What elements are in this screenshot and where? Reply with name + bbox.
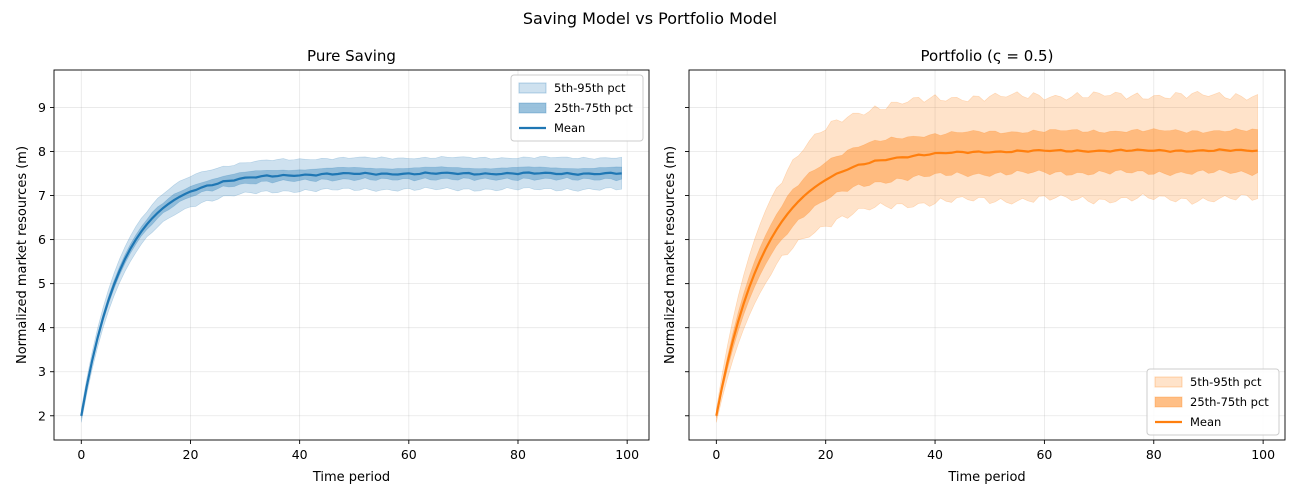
y-tick-label: 8 — [38, 144, 46, 159]
legend-frame — [510, 74, 644, 142]
mean-line — [715, 148, 1258, 416]
x-axis-label: Time period — [312, 470, 390, 485]
axes-frame — [688, 69, 1286, 441]
x-tick-label: 100 — [615, 447, 639, 462]
x-tick-label: 80 — [1146, 447, 1162, 462]
x-tick-label: 40 — [927, 447, 943, 462]
chart-portfolio: 0 20 40 60 80 100 Portfolio (ς = 0.5) Time peri… — [663, 47, 1286, 485]
legend-swatch — [1154, 376, 1183, 388]
x-tick-label: 20 — [183, 447, 199, 462]
y-tick-label: 2 — [38, 408, 46, 423]
x-tick-label: 100 — [1251, 447, 1275, 462]
legend-label: 25th-75th pct — [554, 101, 633, 115]
band-25-75 — [716, 128, 1258, 419]
x-tick-label: 60 — [401, 447, 417, 462]
axes-title: Portfolio (ς = 0.5) — [921, 47, 1054, 65]
y-tick-label: 3 — [38, 364, 46, 379]
chart-pure-saving: 0 20 40 60 80 100 2 3 4 5 6 7 8 9 Pure Saving Time peri… — [15, 47, 650, 485]
x-tick-label: 20 — [818, 447, 834, 462]
x-tick-label: 0 — [712, 447, 720, 462]
legend-frame — [1146, 368, 1280, 436]
x-tick-label: 0 — [77, 447, 85, 462]
legend-label: Mean — [554, 121, 585, 135]
band-25-75 — [80, 166, 623, 419]
legend-label: 5th-95th pct — [554, 81, 626, 95]
x-tick-label: 80 — [510, 447, 526, 462]
band-5-95 — [716, 90, 1258, 423]
x-axis-label: Time period — [947, 470, 1025, 485]
axes-frame — [53, 69, 650, 441]
mean-line — [80, 171, 622, 416]
legend: 5th-95th pct 25th-75th pct Mean — [1146, 368, 1280, 436]
legend-label: Mean — [1190, 415, 1221, 429]
y-tick-label: 4 — [38, 320, 46, 335]
legend-label: 5th-95th pct — [1190, 375, 1262, 389]
legend-label: 25th-75th pct — [1190, 395, 1269, 409]
figure-title: Saving Model vs Portfolio Model — [523, 9, 777, 28]
y-tick-label: 7 — [38, 188, 46, 203]
legend-swatch — [1154, 396, 1183, 408]
legend-swatch — [518, 102, 547, 114]
y-tick-label: 5 — [38, 276, 46, 291]
y-tick-label: 9 — [38, 100, 46, 115]
axes-title: Pure Saving — [307, 47, 396, 65]
y-axis-label: Normalized market resources (m) — [663, 146, 678, 364]
y-axis-label: Normalized market resources (m) — [15, 146, 30, 364]
y-tick-label: 6 — [38, 232, 46, 247]
x-tick-label: 40 — [292, 447, 308, 462]
legend: 5th-95th pct 25th-75th pct Mean — [510, 74, 644, 142]
legend-swatch — [518, 82, 547, 94]
band-5-95 — [80, 156, 623, 423]
x-tick-label: 60 — [1036, 447, 1052, 462]
